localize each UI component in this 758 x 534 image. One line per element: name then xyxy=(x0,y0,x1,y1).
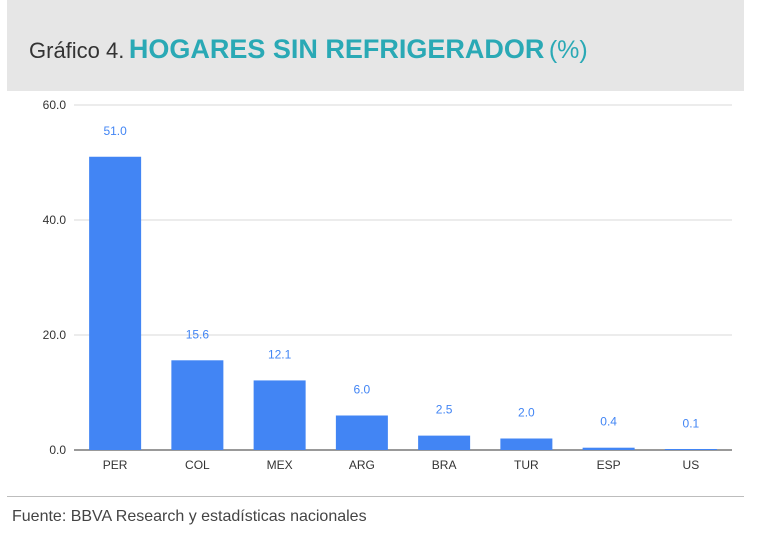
chart-title: Gráfico 4. HOGARES SIN REFRIGERADOR (%) xyxy=(29,34,588,65)
title-unit: (%) xyxy=(548,36,588,64)
x-tick-label: ESP xyxy=(597,458,621,472)
footer-divider xyxy=(7,496,744,497)
bar xyxy=(89,156,142,450)
x-tick-label: ARG xyxy=(349,458,375,472)
chart-header: Gráfico 4. HOGARES SIN REFRIGERADOR (%) xyxy=(7,0,744,91)
data-label: 15.6 xyxy=(186,327,210,341)
bar xyxy=(171,360,224,450)
data-label: 0.1 xyxy=(683,416,700,430)
x-tick-label: US xyxy=(683,458,700,472)
data-label: 2.0 xyxy=(518,406,535,420)
y-tick-label: 60.0 xyxy=(43,98,67,112)
x-tick-label: COL xyxy=(185,458,210,472)
x-tick-label: BRA xyxy=(432,458,457,472)
bar xyxy=(582,447,635,450)
x-tick-label: MEX xyxy=(267,458,293,472)
y-tick-label: 0.0 xyxy=(49,443,66,457)
title-prefix: Gráfico 4. xyxy=(29,38,125,63)
y-tick-label: 20.0 xyxy=(43,328,67,342)
bar xyxy=(500,438,553,450)
bar-chart: 0.0 20.0 40.0 60.0 51.0 PER 15.6 COL 12.1 MEX 6.0 A… xyxy=(43,98,732,472)
bar xyxy=(664,449,717,450)
bar xyxy=(335,415,388,450)
title-main: HOGARES SIN REFRIGERADOR xyxy=(128,34,545,64)
x-tick-label: TUR xyxy=(514,458,539,472)
data-label: 12.1 xyxy=(268,347,292,361)
bar xyxy=(418,435,471,450)
data-label: 51.0 xyxy=(103,124,127,138)
source-note: Fuente: BBVA Research y estadísticas nac… xyxy=(12,508,367,525)
data-label: 2.5 xyxy=(436,403,453,417)
y-tick-label: 40.0 xyxy=(43,213,67,227)
data-label: 6.0 xyxy=(354,383,371,397)
data-label: 0.4 xyxy=(600,415,617,429)
x-tick-label: PER xyxy=(103,458,128,472)
bar xyxy=(253,380,306,450)
